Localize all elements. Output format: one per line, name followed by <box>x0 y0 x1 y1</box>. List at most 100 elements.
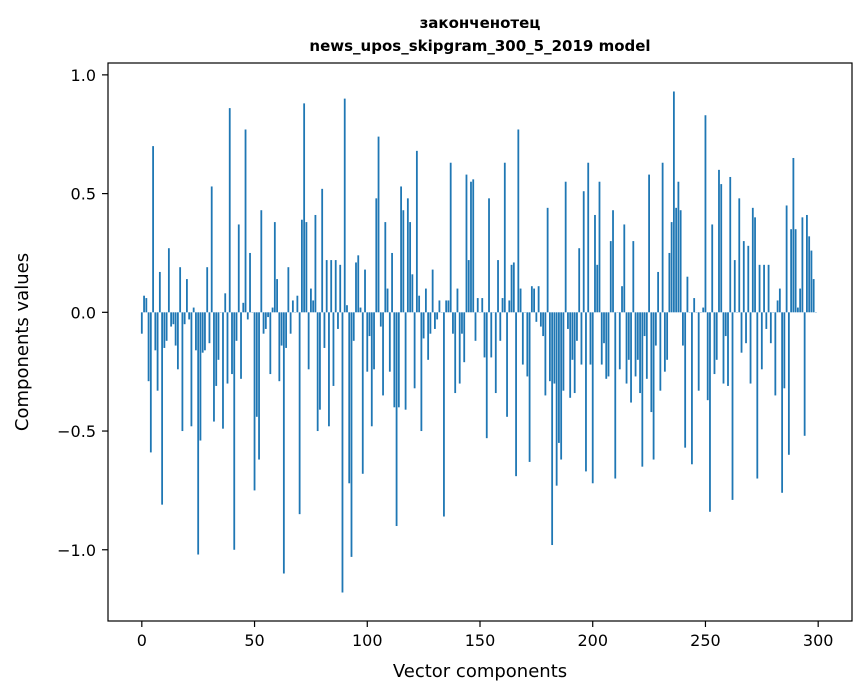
bar-245 <box>693 298 696 313</box>
bar-124 <box>420 312 423 432</box>
bar-57 <box>269 312 272 375</box>
bar-259 <box>724 312 727 337</box>
bar-4 <box>149 312 152 453</box>
bar-163 <box>508 300 511 313</box>
bar-126 <box>424 288 427 313</box>
bar-215 <box>625 312 628 384</box>
x-tick-label-3: 150 <box>465 631 496 650</box>
bar-166 <box>515 312 517 477</box>
bar-58 <box>271 307 274 313</box>
bar-64 <box>285 312 288 348</box>
bar-207 <box>607 312 610 377</box>
bar-231 <box>661 162 664 313</box>
bar-142 <box>461 312 463 334</box>
bar-274 <box>758 264 761 313</box>
bar-222 <box>641 312 644 467</box>
bar-148 <box>474 312 477 341</box>
bar-26 <box>199 312 202 441</box>
bar-189 <box>567 312 569 329</box>
bar-298 <box>812 279 815 313</box>
bar-171 <box>526 312 529 377</box>
bar-210 <box>614 312 617 479</box>
bar-290 <box>794 229 797 313</box>
bar-197 <box>585 312 587 472</box>
bar-218 <box>632 241 635 313</box>
bar-39 <box>228 108 231 313</box>
bar-234 <box>668 252 671 313</box>
bar-78 <box>316 312 319 432</box>
bar-242 <box>686 276 689 313</box>
bar-16 <box>176 312 179 370</box>
bar-184 <box>555 312 558 486</box>
bar-252 <box>709 312 711 512</box>
bar-183 <box>553 312 556 384</box>
bar-86 <box>334 260 337 313</box>
bar-43 <box>237 224 240 313</box>
bar-186 <box>560 312 563 460</box>
bar-202 <box>596 264 599 313</box>
bar-116 <box>402 210 405 313</box>
bar-279 <box>769 312 772 344</box>
bar-209 <box>612 210 614 313</box>
bar-7 <box>156 312 159 391</box>
bar-5 <box>152 146 154 313</box>
bar-73 <box>305 222 308 313</box>
bar-20 <box>186 279 188 313</box>
bar-72 <box>303 103 306 313</box>
bar-118 <box>406 198 409 313</box>
bar-117 <box>404 312 407 410</box>
bar-204 <box>600 312 603 365</box>
bar-292 <box>799 288 802 313</box>
bar-56 <box>267 312 269 318</box>
bar-34 <box>217 312 220 360</box>
bar-229 <box>657 271 660 313</box>
bar-228 <box>654 312 657 346</box>
bar-84 <box>330 260 333 313</box>
bar-181 <box>548 312 551 382</box>
bar-110 <box>388 312 391 372</box>
bar-67 <box>291 300 294 313</box>
bar-225 <box>648 174 650 313</box>
bar-263 <box>733 260 736 313</box>
bar-38 <box>226 312 229 384</box>
bar-223 <box>643 312 646 337</box>
bar-18 <box>181 312 184 432</box>
bar-281 <box>774 312 777 396</box>
bar-80 <box>321 188 324 313</box>
bar-164 <box>510 264 513 313</box>
bar-132 <box>438 300 441 313</box>
bar-12 <box>167 248 170 313</box>
bar-100 <box>366 312 369 372</box>
bar-129 <box>431 269 434 313</box>
y-tick-label-0: 1.0 <box>71 66 96 85</box>
bar-265 <box>738 198 741 313</box>
bar-108 <box>384 222 387 313</box>
x-tick-label-4: 200 <box>577 631 608 650</box>
bar-30 <box>208 312 211 344</box>
bar-194 <box>578 248 581 313</box>
bar-288 <box>790 229 793 313</box>
bar-47 <box>246 312 249 320</box>
bar-36 <box>222 312 224 429</box>
bar-269 <box>747 245 750 313</box>
bar-227 <box>652 312 655 460</box>
bar-94 <box>352 312 355 341</box>
bar-33 <box>215 312 218 386</box>
bar-237 <box>675 207 678 313</box>
bar-123 <box>418 295 421 313</box>
bar-276 <box>763 264 765 313</box>
bar-232 <box>663 312 666 372</box>
bar-257 <box>720 184 723 313</box>
bar-146 <box>470 181 472 313</box>
bar-266 <box>740 312 743 353</box>
bar-198 <box>587 162 590 313</box>
bar-119 <box>409 222 412 313</box>
bar-177 <box>539 312 542 327</box>
bar-287 <box>787 312 790 455</box>
bar-176 <box>537 286 540 313</box>
bar-109 <box>386 288 389 313</box>
bar-59 <box>273 222 276 313</box>
x-tick-label-6: 300 <box>803 631 834 650</box>
bar-260 <box>727 312 729 386</box>
bar-112 <box>393 312 396 408</box>
